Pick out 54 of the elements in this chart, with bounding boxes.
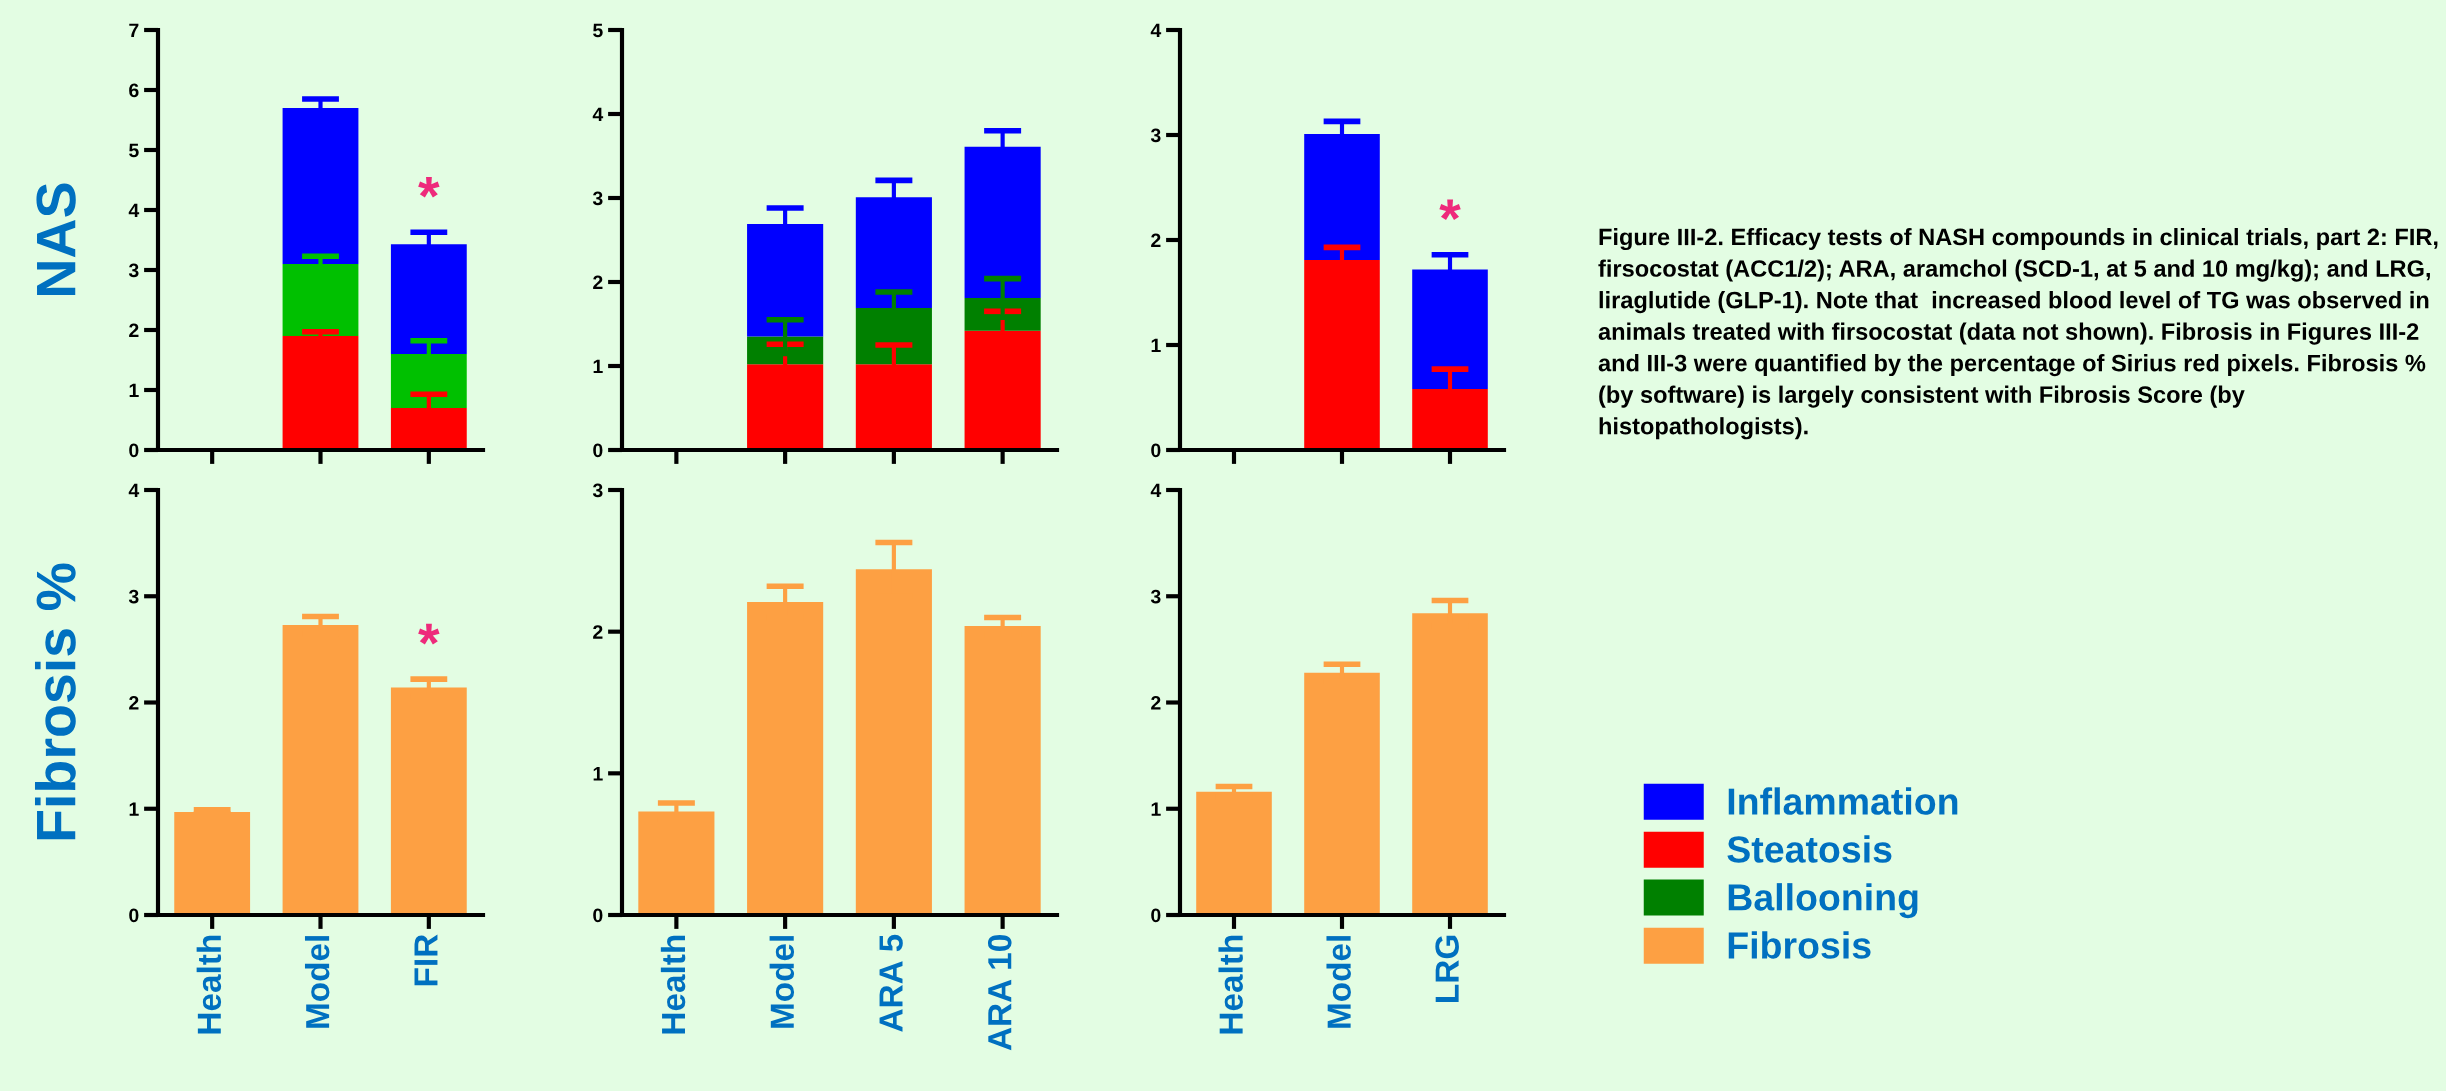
legend-label: Fibrosis — [1728, 931, 1871, 959]
y-tick-label: 2 — [593, 275, 603, 290]
y-tick-label: 1 — [129, 383, 139, 398]
y-tick-label: 3 — [1150, 589, 1161, 604]
y-tick-label: 2 — [129, 695, 139, 710]
y-tick-label: 0 — [1151, 908, 1161, 923]
y-tick-label: 2 — [129, 323, 139, 338]
y-tick-label: 1 — [593, 359, 603, 374]
y-tick-label: 1 — [129, 802, 139, 816]
legend-label: Ballooning — [1728, 883, 1918, 919]
annotation: * — [418, 176, 440, 198]
y-tick-label: 3 — [592, 483, 603, 498]
x-tick-label: Model — [769, 936, 795, 1028]
y-tick-label: 0 — [593, 443, 603, 458]
y-tick-label: 3 — [128, 263, 139, 278]
x-tick-label: ARA 5 — [879, 934, 903, 1032]
y-tick-label: 4 — [128, 203, 140, 218]
x-tick-label: FIR — [414, 934, 438, 986]
x-tick-label: Model — [1326, 936, 1351, 1028]
y-axis-title: NAS — [36, 183, 76, 295]
y-tick-label: 4 — [592, 107, 604, 122]
y-tick-label: 5 — [593, 23, 603, 38]
x-tick-label: LRG — [1435, 935, 1459, 1002]
y-tick-label: 1 — [1151, 338, 1161, 353]
y-tick-label: 3 — [592, 191, 603, 206]
legend-label: Inflammation — [1728, 787, 1958, 815]
annotation: * — [418, 623, 440, 645]
x-tick-label: Health — [1218, 935, 1243, 1034]
legend-label: Steatosis — [1727, 835, 1892, 863]
y-tick-label: 2 — [1151, 695, 1161, 710]
bar — [174, 811, 251, 915]
y-tick-label: 7 — [129, 23, 139, 38]
y-tick-label: 5 — [129, 143, 139, 158]
x-tick-label: Model — [304, 936, 330, 1028]
x-tick-label: Health — [196, 935, 222, 1034]
y-tick-label: 4 — [128, 483, 140, 498]
y-tick-label: 3 — [1150, 128, 1161, 143]
y-tick-label: 0 — [129, 908, 139, 923]
y-tick-label: 6 — [129, 83, 139, 98]
text: Figure III-2. Efficacy tests of NASH compounds in clinical trials, part 2: FIR, firsocostat (ACC1/2); ARA, aramchol (SCD-1, at 5 and 10 mg/kg); and LRG, liraglutide (GLP-1). Note that increased blood level of TG was observed in animals treated with firsocostat (data not shown). Fibrosis in Figures III-2 and III-3 were quantified by the percentage of Sirius red pixels. Fibrosis % (by software) is largely consistent with Fibrosis Score (by histopathologists). — [1598, 228, 2438, 440]
annotation: * — [1439, 199, 1461, 221]
y-tick-label: 4 — [1150, 483, 1162, 498]
y-tick-label: 2 — [1151, 233, 1161, 248]
y-axis-title: Fibrosis % — [34, 563, 76, 840]
y-tick-label: 2 — [593, 625, 603, 639]
y-tick-label: 1 — [593, 767, 603, 781]
y-tick-label: 4 — [1150, 23, 1162, 38]
y-tick-label: 0 — [1151, 443, 1161, 458]
y-tick-label: 0 — [129, 443, 139, 458]
y-tick-label: 1 — [1151, 802, 1161, 816]
x-tick-label: ARA 10 — [987, 935, 1012, 1051]
y-tick-label: 3 — [128, 589, 139, 604]
x-tick-label: Health — [660, 935, 686, 1034]
y-tick-label: 0 — [593, 908, 603, 923]
